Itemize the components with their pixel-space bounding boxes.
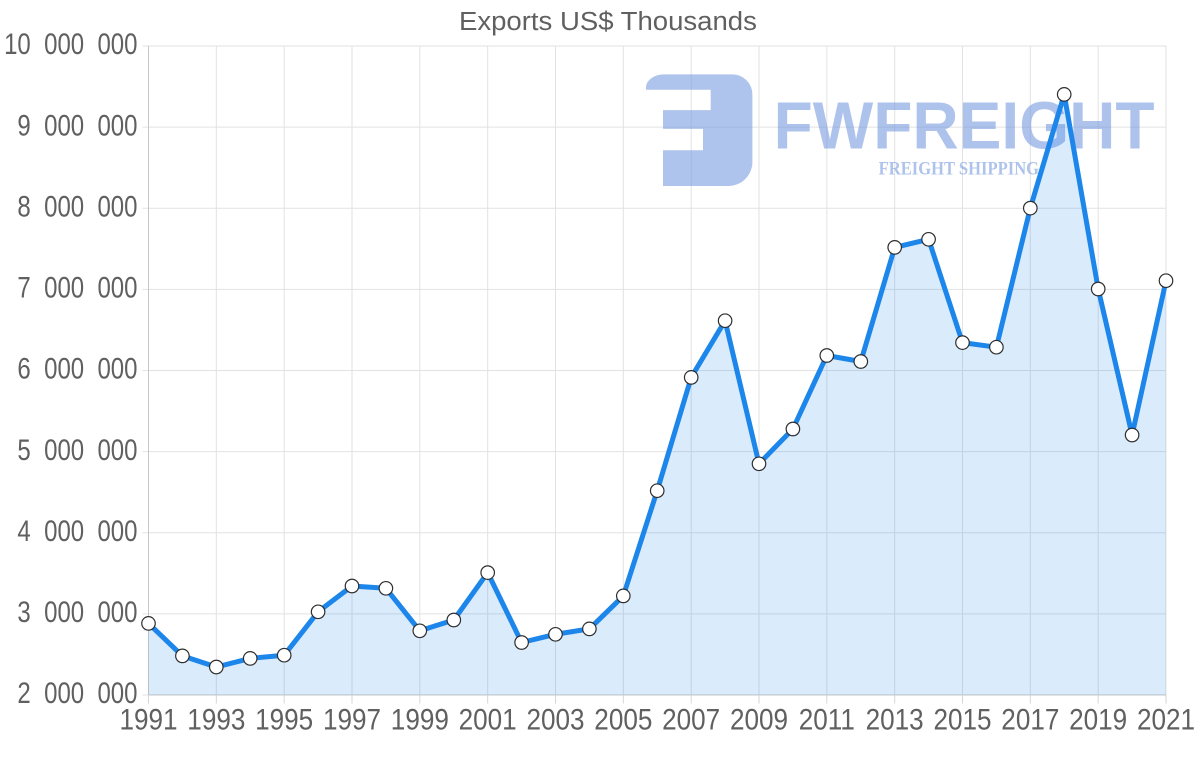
svg-text:2019: 2019 — [1069, 703, 1127, 736]
svg-text:10 000 000: 10 000 000 — [4, 27, 137, 61]
svg-text:8 000 000: 8 000 000 — [17, 189, 137, 223]
svg-text:2007: 2007 — [662, 703, 720, 736]
svg-text:7 000 000: 7 000 000 — [17, 270, 137, 304]
svg-text:4 000 000: 4 000 000 — [17, 513, 137, 547]
svg-text:6 000 000: 6 000 000 — [17, 351, 137, 385]
svg-text:2015: 2015 — [933, 703, 991, 736]
svg-text:2009: 2009 — [730, 703, 788, 736]
svg-text:1997: 1997 — [323, 703, 381, 736]
svg-text:2021: 2021 — [1137, 703, 1195, 736]
svg-text:1999: 1999 — [391, 703, 449, 736]
svg-text:2017: 2017 — [1001, 703, 1059, 736]
svg-text:FREIGHT SHIPPING: FREIGHT SHIPPING — [879, 157, 1040, 178]
svg-text:9 000 000: 9 000 000 — [17, 108, 137, 142]
svg-text:2011: 2011 — [799, 703, 855, 736]
svg-text:2001: 2001 — [459, 703, 517, 736]
svg-text:2013: 2013 — [866, 703, 924, 736]
svg-text:Exports US$ Thousands: Exports US$ Thousands — [459, 7, 757, 36]
svg-text:2003: 2003 — [526, 703, 584, 736]
svg-text:5 000 000: 5 000 000 — [17, 432, 137, 466]
svg-text:2 000 000: 2 000 000 — [17, 676, 137, 710]
svg-text:1991: 1991 — [119, 703, 177, 736]
svg-text:1993: 1993 — [187, 703, 245, 736]
svg-text:1995: 1995 — [255, 703, 313, 736]
svg-text:3 000 000: 3 000 000 — [17, 594, 137, 628]
svg-text:FWFREIGHT: FWFREIGHT — [774, 88, 1155, 162]
svg-text:2005: 2005 — [594, 703, 652, 736]
